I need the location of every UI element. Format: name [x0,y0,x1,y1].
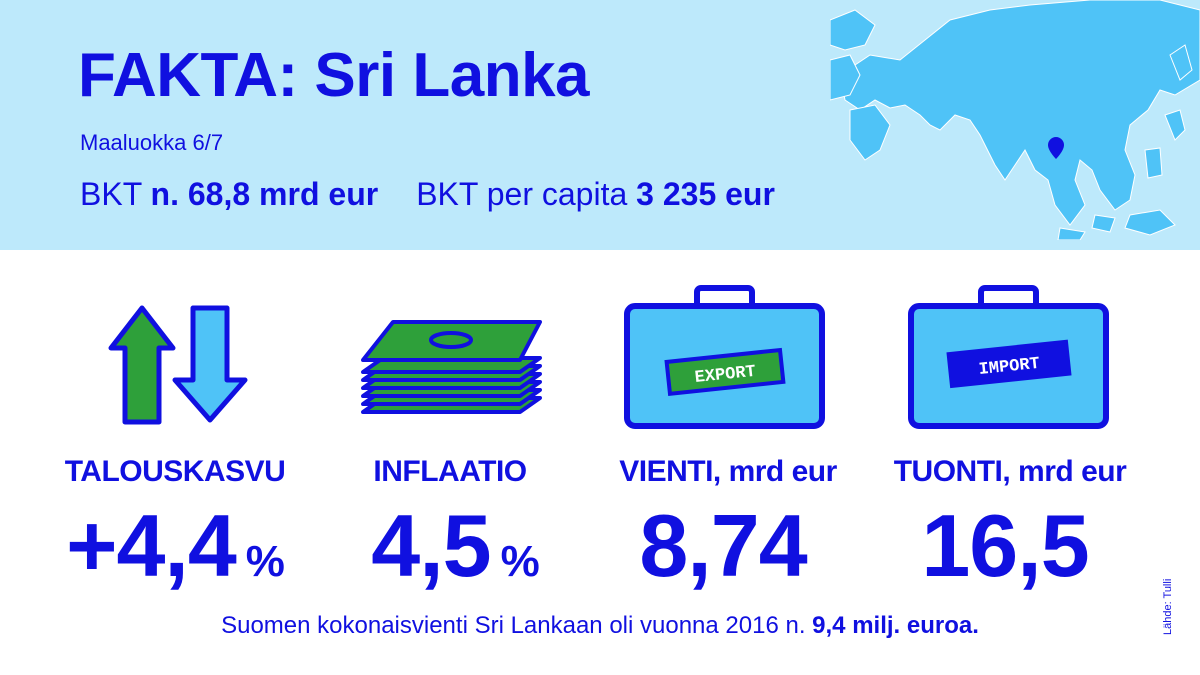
location-marker-icon [1048,137,1064,159]
page-subtitle: Maaluokka 6/7 [80,130,224,155]
header-banner: FAKTA: Sri Lanka Maaluokka 6/7 BKT n. 68… [0,0,1200,250]
growth-unit: % [245,537,285,586]
stat-label-export: VIENTI, mrd eur [619,455,837,488]
gdp-value: n. 68,8 mrd eur [150,176,379,212]
growth-value: +4,4 [66,496,237,595]
import-suitcase-icon: IMPORT [908,285,1109,429]
source-note: Lähde: Tulli [1162,578,1174,635]
money-stack-icon [361,320,542,414]
stat-value-inflation: 4,5% [310,495,600,597]
growth-arrows-icon [108,305,248,425]
page-title: FAKTA: Sri Lanka [78,41,590,110]
gdp-label: BKT [80,176,142,212]
footer-text: Suomen kokonaisvienti Sri Lankaan oli vu… [221,612,806,639]
gdp-per-capita-value: 3 235 eur [636,176,775,212]
inflation-value: 4,5 [371,496,491,595]
footer-value: 9,4 milj. euroa. [812,612,979,639]
stat-label-inflation: INFLAATIO [373,455,527,488]
gdp-line: BKT n. 68,8 mrd eur BKT per capita 3 235 … [80,176,775,213]
stat-label-growth: TALOUSKASVU [64,455,286,488]
stat-value-growth: +4,4% [30,495,320,597]
stat-value-export: 8,74 [639,496,807,595]
stat-label-import: TUONTI, mrd eur [893,455,1127,488]
export-suitcase-icon: EXPORT [624,285,825,429]
footer-note: Suomen kokonaisvienti Sri Lankaan oli vu… [0,612,1200,640]
gdp-per-capita-label: BKT per capita [416,176,628,212]
stat-value-import: 16,5 [921,496,1089,595]
inflation-unit: % [500,537,540,586]
asia-map-icon [830,0,1200,240]
